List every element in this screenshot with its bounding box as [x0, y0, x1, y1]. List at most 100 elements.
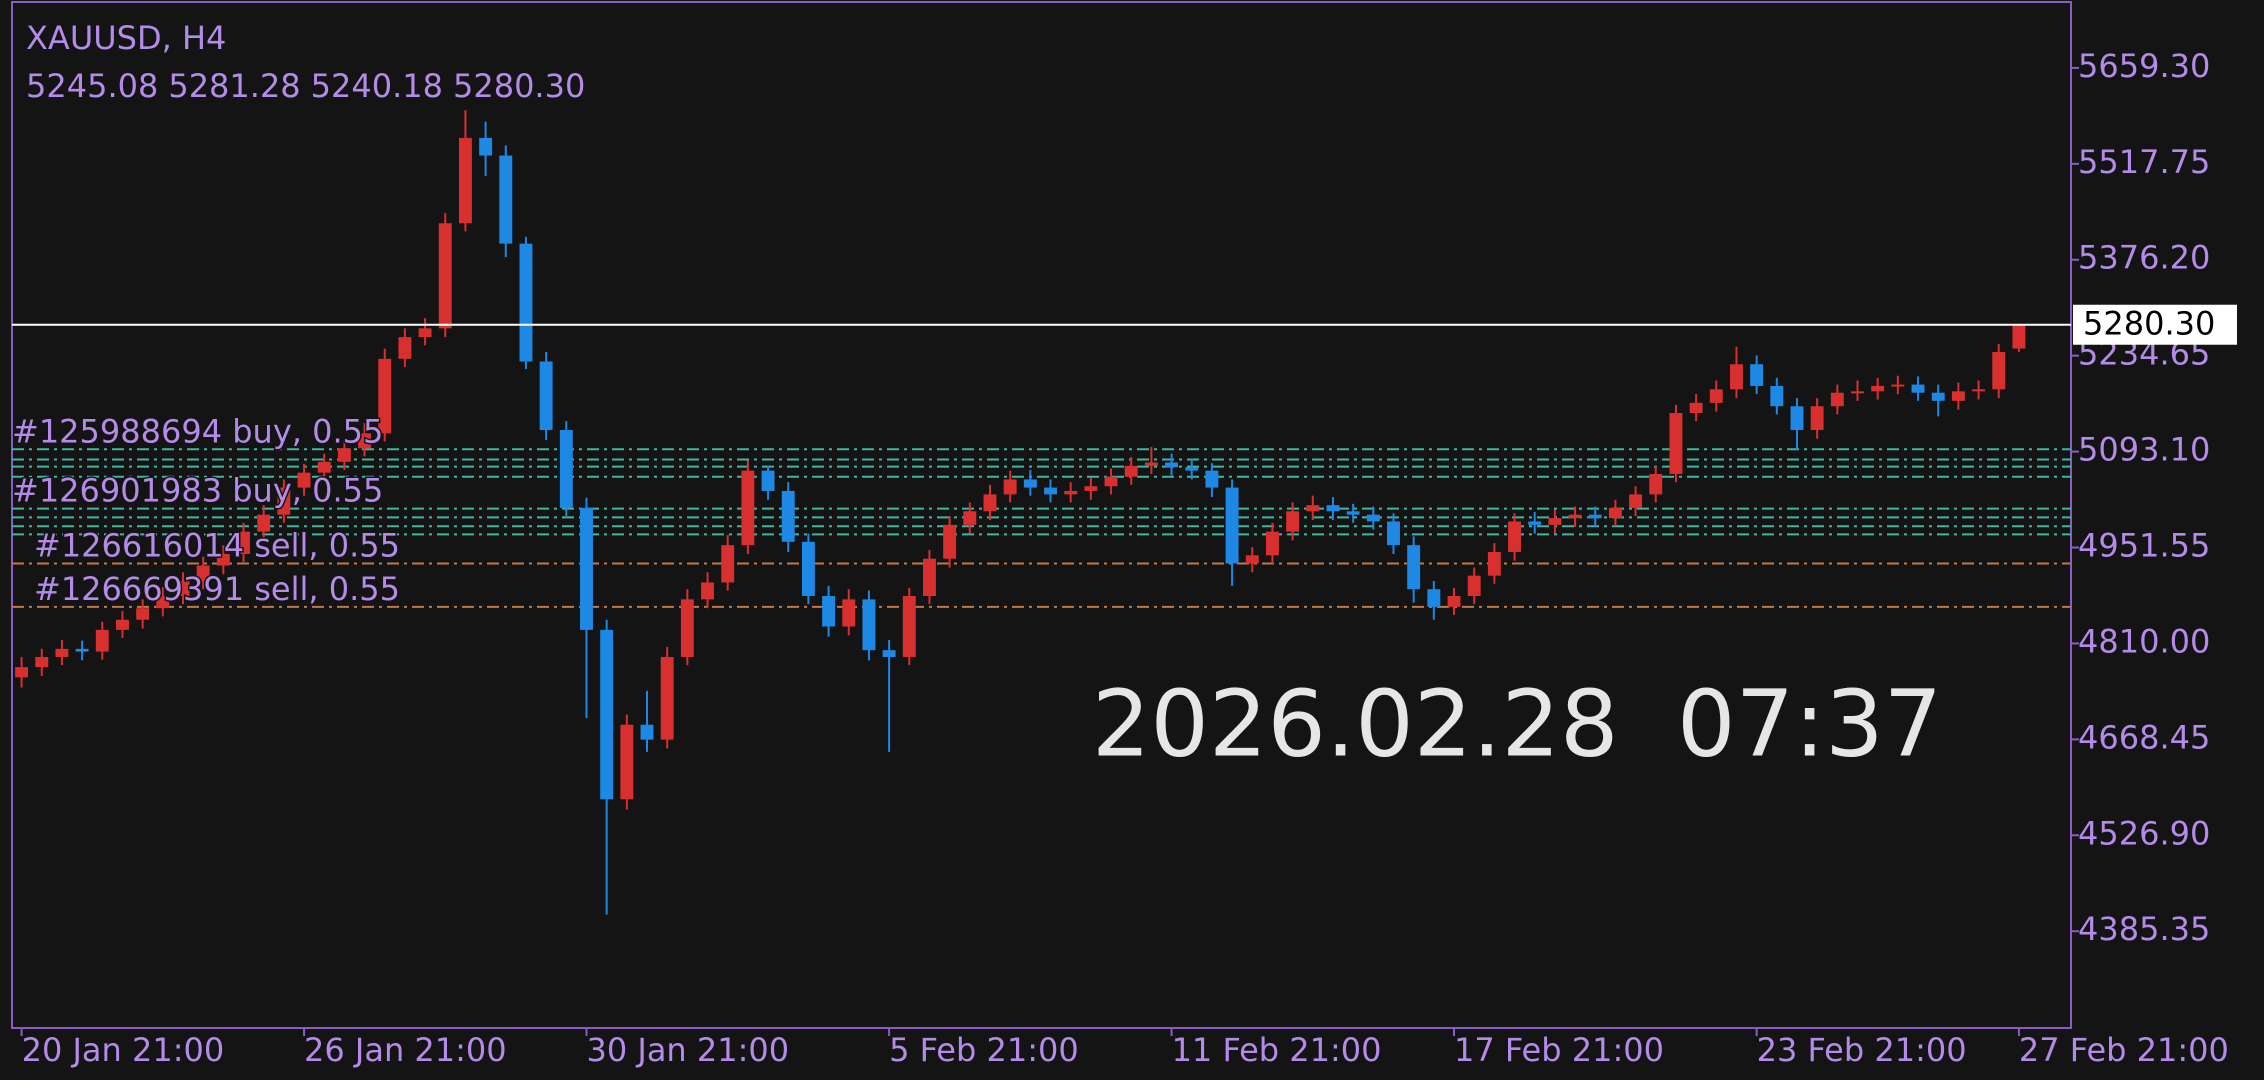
x-tick-label: 11 Feb 21:00 — [1172, 1031, 1382, 1069]
candle-body — [418, 328, 432, 338]
candle-body — [176, 581, 190, 596]
candle-body — [882, 650, 896, 657]
candle-body — [438, 223, 452, 329]
candle-body — [1064, 490, 1078, 495]
y-tick-label: 5659.30 — [2078, 47, 2210, 85]
plot-area — [12, 110, 2071, 915]
candle-body — [257, 514, 271, 532]
x-tick-label: 23 Feb 21:00 — [1757, 1031, 1967, 1069]
candle-body — [398, 337, 412, 359]
y-tick-label: 5517.75 — [2078, 143, 2210, 181]
candle-body — [1265, 531, 1279, 556]
candle-body — [539, 361, 553, 430]
candle-body — [1931, 392, 1945, 401]
candle-body — [1205, 470, 1219, 488]
candle-body — [337, 448, 351, 462]
candle-body — [620, 724, 634, 800]
candle-body — [1891, 384, 1905, 387]
candle-body — [519, 243, 533, 362]
candle-body — [741, 470, 755, 546]
y-tick-label: 4668.45 — [2078, 718, 2210, 756]
candle-body — [1023, 479, 1037, 488]
candle-body — [842, 599, 856, 627]
candle-body — [95, 629, 109, 652]
order-label: #126669391 sell, 0.55 — [34, 570, 400, 608]
candle-body — [1144, 462, 1158, 466]
candle-body — [1951, 391, 1965, 401]
candle-body — [680, 599, 694, 657]
candle-body — [1508, 521, 1521, 552]
x-tick-label: 5 Feb 21:00 — [889, 1031, 1079, 1069]
x-tick-label: 26 Jan 21:00 — [304, 1031, 507, 1069]
candle-body — [297, 472, 311, 488]
ohlc-value: 5280.30 — [453, 67, 585, 105]
candle-body — [943, 524, 957, 559]
candle-body — [1972, 389, 1986, 392]
candle-body — [1286, 511, 1300, 532]
candle-body — [1871, 385, 1885, 392]
candle-body — [761, 470, 775, 491]
candle-body — [1084, 486, 1098, 491]
candle-body — [2012, 324, 2026, 349]
candle-body — [801, 541, 815, 596]
plot-frame — [11, 1, 2072, 1029]
candle-body — [1306, 505, 1320, 512]
current-price-label: 5280.30 — [2083, 305, 2215, 343]
y-tick-label: 4385.35 — [2078, 910, 2210, 948]
y-tick-label: 4526.90 — [2078, 814, 2210, 852]
candle-body — [136, 608, 150, 620]
y-tick-label: 4951.55 — [2078, 527, 2210, 565]
candle-body — [75, 648, 89, 652]
candle-body — [902, 595, 916, 657]
ohlc-value: 5240.18 — [311, 67, 443, 105]
candle-body — [116, 619, 129, 630]
candle-body — [1185, 467, 1199, 471]
candle-body — [1427, 589, 1441, 607]
y-tick-label: 5093.10 — [2078, 431, 2210, 469]
candle-body — [600, 629, 614, 800]
candle-body — [963, 511, 977, 525]
clock: 2026.02.28 07:37 — [1092, 670, 1942, 777]
x-tick-label: 17 Feb 21:00 — [1454, 1031, 1664, 1069]
candle-body — [1588, 514, 1602, 519]
candle-body — [660, 656, 674, 740]
candle-body — [378, 358, 392, 434]
candle-body — [479, 137, 493, 156]
x-tick-label: 20 Jan 21:00 — [22, 1031, 225, 1069]
candle-body — [1366, 514, 1380, 522]
order-label: #126616014 sell, 0.55 — [34, 526, 400, 564]
candle-body — [1568, 514, 1582, 519]
candle-body — [1225, 487, 1239, 564]
ohlc-value: 5245.08 — [26, 67, 158, 105]
candle-body — [317, 461, 331, 473]
candle-body — [1830, 392, 1844, 407]
candle-body — [1649, 474, 1663, 495]
y-tick-label: 4810.00 — [2078, 622, 2210, 660]
candle-body — [1467, 575, 1481, 596]
candle-body — [701, 582, 714, 600]
candle-body — [196, 565, 210, 582]
candle-body — [35, 656, 49, 668]
candle-body — [983, 494, 997, 512]
order-label: #126901983 buy, 0.55 — [12, 472, 383, 510]
candle-body — [1851, 391, 1864, 394]
candle-body — [1810, 406, 1824, 430]
candle-body — [1770, 385, 1784, 407]
candle-body — [15, 667, 29, 678]
candle-body — [1750, 364, 1764, 386]
candle-body — [237, 531, 250, 554]
candle-body — [1487, 551, 1501, 576]
candle-body — [822, 595, 836, 627]
candle-body — [1608, 507, 1622, 519]
candle-body — [721, 545, 735, 583]
candle-body — [1669, 413, 1683, 475]
current-price-tag — [2073, 304, 2237, 345]
candle-body — [1992, 352, 2006, 390]
candle-body — [559, 429, 573, 508]
candle-body — [862, 599, 876, 651]
x-tick-label: 27 Feb 21:00 — [2019, 1031, 2229, 1069]
candle-body — [1346, 511, 1360, 515]
candle-body — [358, 433, 372, 449]
